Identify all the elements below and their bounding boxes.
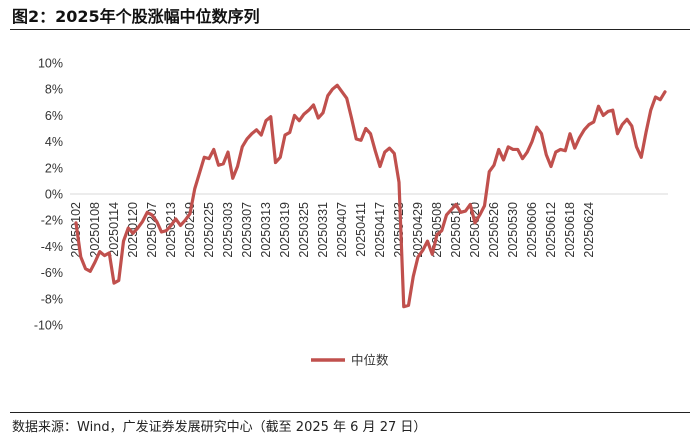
title-divider [10,29,690,30]
y-tick-label: 10% [38,57,63,71]
y-tick-label: -10% [34,319,63,333]
legend-label: 中位数 [351,353,389,368]
x-axis: 20250102 20250108 20250114 20250120 20250207… [69,202,596,258]
x-tick-label: 20250606 [525,202,539,258]
x-tick-label: 20250207 [145,202,159,258]
x-tick-label: 20250225 [202,202,216,258]
x-tick-label: 20250429 [411,202,425,258]
x-tick-label: 20250331 [316,202,330,258]
y-axis: 10% 8% 6% 4% 2% 0% -2% -4% -6% -8% -10% [34,57,668,333]
y-tick-label: 6% [45,109,63,123]
x-tick-label: 20250624 [582,202,596,258]
x-tick-label: 20250114 [107,202,121,257]
x-tick-label: 20250303 [221,202,235,258]
x-tick-label: 20250120 [126,202,140,258]
series-line-median [74,83,667,309]
y-tick-label: -8% [41,292,63,306]
x-tick-label: 20250411 [354,202,368,257]
x-tick-label: 20250618 [563,202,577,258]
x-tick-label: 20250108 [88,202,102,258]
y-tick-label: -4% [41,240,63,254]
source-note: 数据来源：Wind，广发证券发展研究中心（截至 2025 年 6 月 27 日） [12,420,427,435]
x-tick-label: 20250612 [544,202,558,258]
y-tick-label: 8% [45,83,63,97]
x-tick-label: 20250530 [506,202,520,258]
figure-title: 图2：2025年个股涨幅中位数序列 [12,7,260,26]
x-tick-label: 20250514 [449,202,463,258]
y-tick-label: -6% [41,266,63,280]
x-tick-label: 20250520 [468,202,482,258]
y-tick-label: -2% [41,214,63,228]
x-tick-label: 20250213 [164,202,178,258]
line-chart: 10%8%6%4%2%0%-2%-4%-6%-8%-10% 20250102 20… [34,57,668,368]
series-layer [74,83,667,309]
x-tick-label: 20250319 [278,202,292,258]
source-divider [10,412,690,413]
y-tick-label: 2% [45,161,63,175]
x-tick-label: 20250407 [335,202,349,258]
x-tick-label: 20250417 [373,202,387,258]
x-tick-label: 20250313 [259,202,273,258]
x-tick-label: 20250325 [297,202,311,258]
legend: 中位数 [311,353,389,368]
y-tick-label: 0% [45,188,63,202]
x-tick-label: 20250307 [240,202,254,258]
y-tick-label: 4% [45,135,63,149]
x-tick-label: 20250526 [487,202,501,258]
